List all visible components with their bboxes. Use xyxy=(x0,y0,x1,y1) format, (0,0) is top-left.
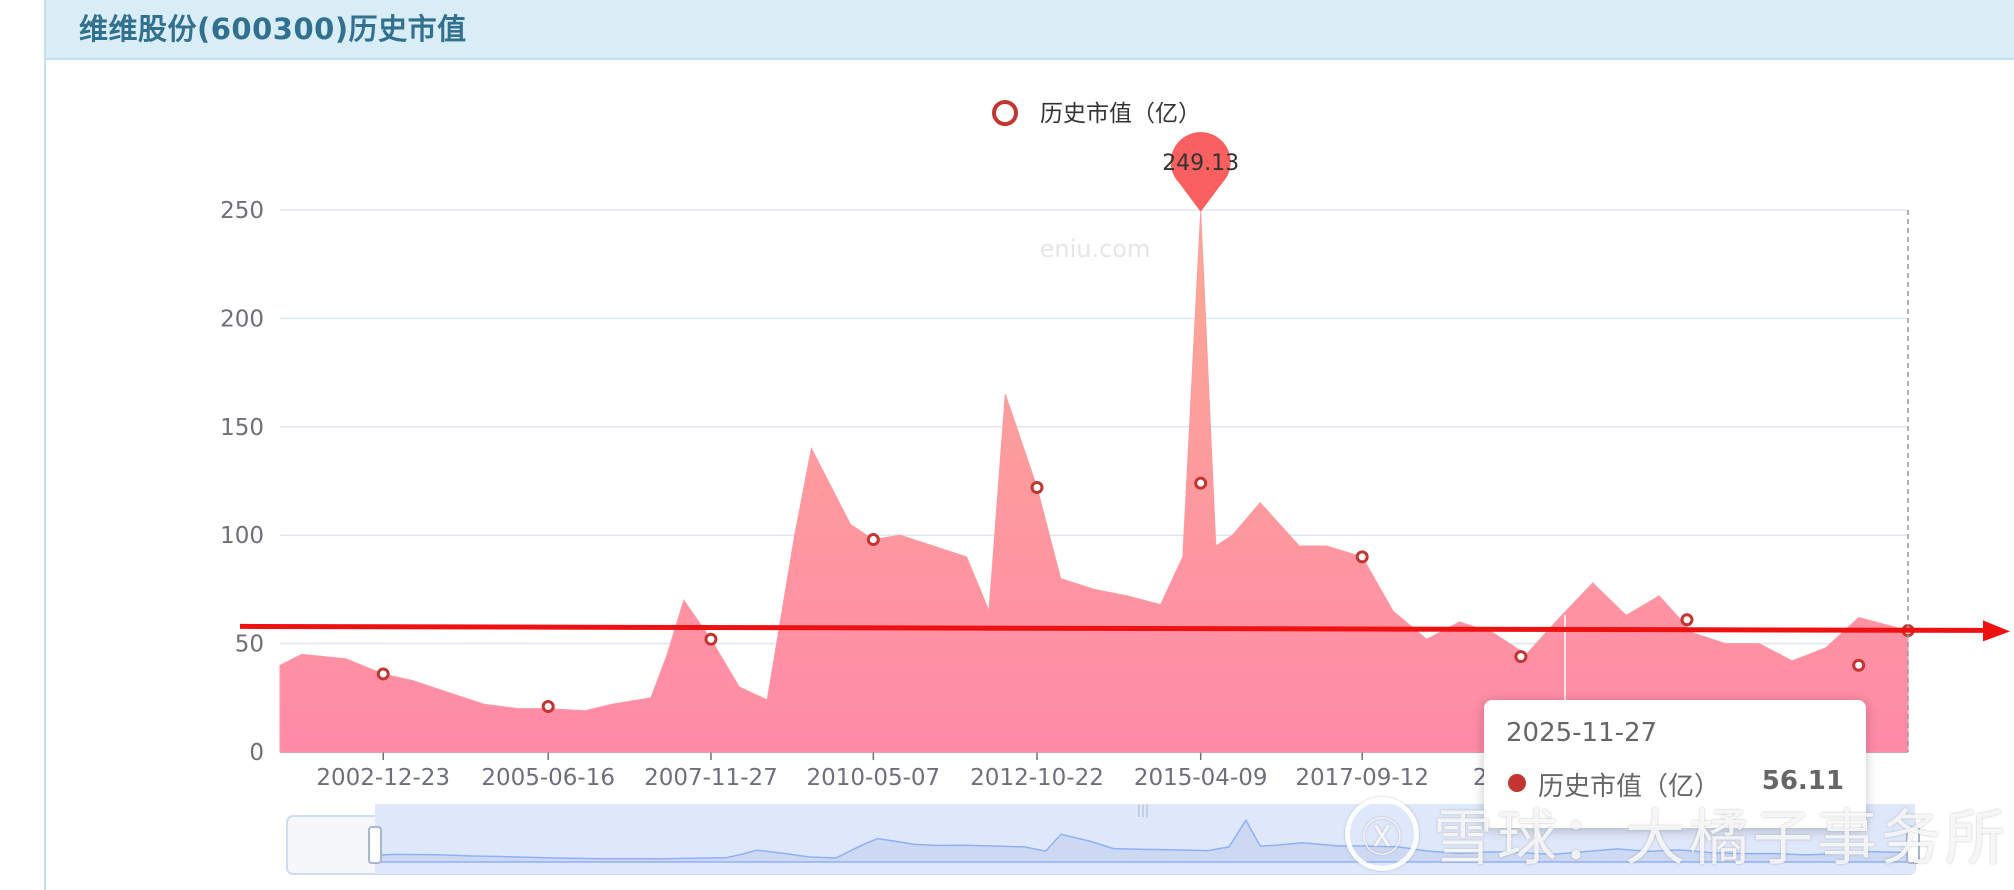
zoom-handle-left[interactable] xyxy=(368,826,382,864)
x-tick-label: 2015-04-09 xyxy=(1134,765,1268,791)
xueqiu-watermark: Ⓧ 雪球：大橘子事务所 xyxy=(1345,790,2009,877)
max-pin-shape[interactable] xyxy=(1170,132,1231,212)
x-tick-label: 2012-10-22 xyxy=(970,765,1104,791)
x-tick-label: 2017-09-12 xyxy=(1295,765,1429,791)
y-tick-label: 50 xyxy=(235,632,264,658)
y-tick-label: 200 xyxy=(220,306,264,332)
tooltip-series-name: 历史市值（亿） xyxy=(1538,772,1721,802)
y-tick-label: 0 xyxy=(249,740,264,766)
data-point-marker[interactable] xyxy=(1030,481,1044,495)
panel-header: 维维股份(600300)历史市值 xyxy=(46,0,2014,60)
x-tick-label: 2005-06-16 xyxy=(481,765,615,791)
data-point-marker[interactable] xyxy=(1355,550,1369,564)
data-point-marker[interactable] xyxy=(704,632,718,646)
area-series xyxy=(279,212,1909,753)
y-tick-label: 250 xyxy=(220,198,264,224)
data-point-marker[interactable] xyxy=(1194,476,1208,490)
annotation-arrow-head xyxy=(1983,620,2010,642)
zoom-preview-line xyxy=(374,818,1916,863)
y-tick-label: 150 xyxy=(220,415,264,441)
xueqiu-logo-icon: Ⓧ xyxy=(1345,796,1419,871)
max-pin-label: 249.13 xyxy=(1162,151,1239,176)
x-tick-label: 2002-12-23 xyxy=(316,765,450,791)
series-area xyxy=(279,212,1909,753)
watermark-text: 雪球：大橘子事务所 xyxy=(1433,804,2009,874)
legend[interactable]: 历史市值（亿） xyxy=(992,100,1201,127)
zoom-handle-right[interactable] xyxy=(1906,826,1920,864)
data-point-marker[interactable] xyxy=(866,533,880,547)
data-point-marker[interactable] xyxy=(1852,658,1866,672)
y-axis: 0 50 100 150 200 250 xyxy=(220,198,264,766)
legend-marker xyxy=(992,100,1018,126)
tooltip: 2025-11-27 历史市值（亿） 56.11 xyxy=(1484,700,1866,828)
data-point-marker[interactable] xyxy=(1680,613,1694,627)
data-point-marker[interactable] xyxy=(541,699,555,713)
tooltip-value: 56.11 xyxy=(1761,766,1844,796)
data-point-marker[interactable] xyxy=(1514,650,1528,664)
max-pin[interactable]: 249.13 xyxy=(1162,132,1239,212)
legend-label: 历史市值（亿） xyxy=(1040,101,1201,127)
x-tick-label: 2007-11-27 xyxy=(644,765,778,791)
zoom-drag-grip[interactable]: ||| xyxy=(1137,803,1149,817)
tooltip-date: 2025-11-27 xyxy=(1506,718,1658,748)
tooltip-series-dot xyxy=(1508,774,1526,792)
annotation-arrow-line xyxy=(239,623,1986,633)
x-tick-label: 2010-05-07 xyxy=(807,765,941,791)
chart-watermark: eniu.com xyxy=(1040,235,1151,263)
page-title: 维维股份(600300)历史市值 xyxy=(79,12,467,46)
data-point-marker[interactable] xyxy=(376,667,390,681)
y-tick-label: 100 xyxy=(220,523,264,549)
annotation-arrow xyxy=(239,620,2010,642)
